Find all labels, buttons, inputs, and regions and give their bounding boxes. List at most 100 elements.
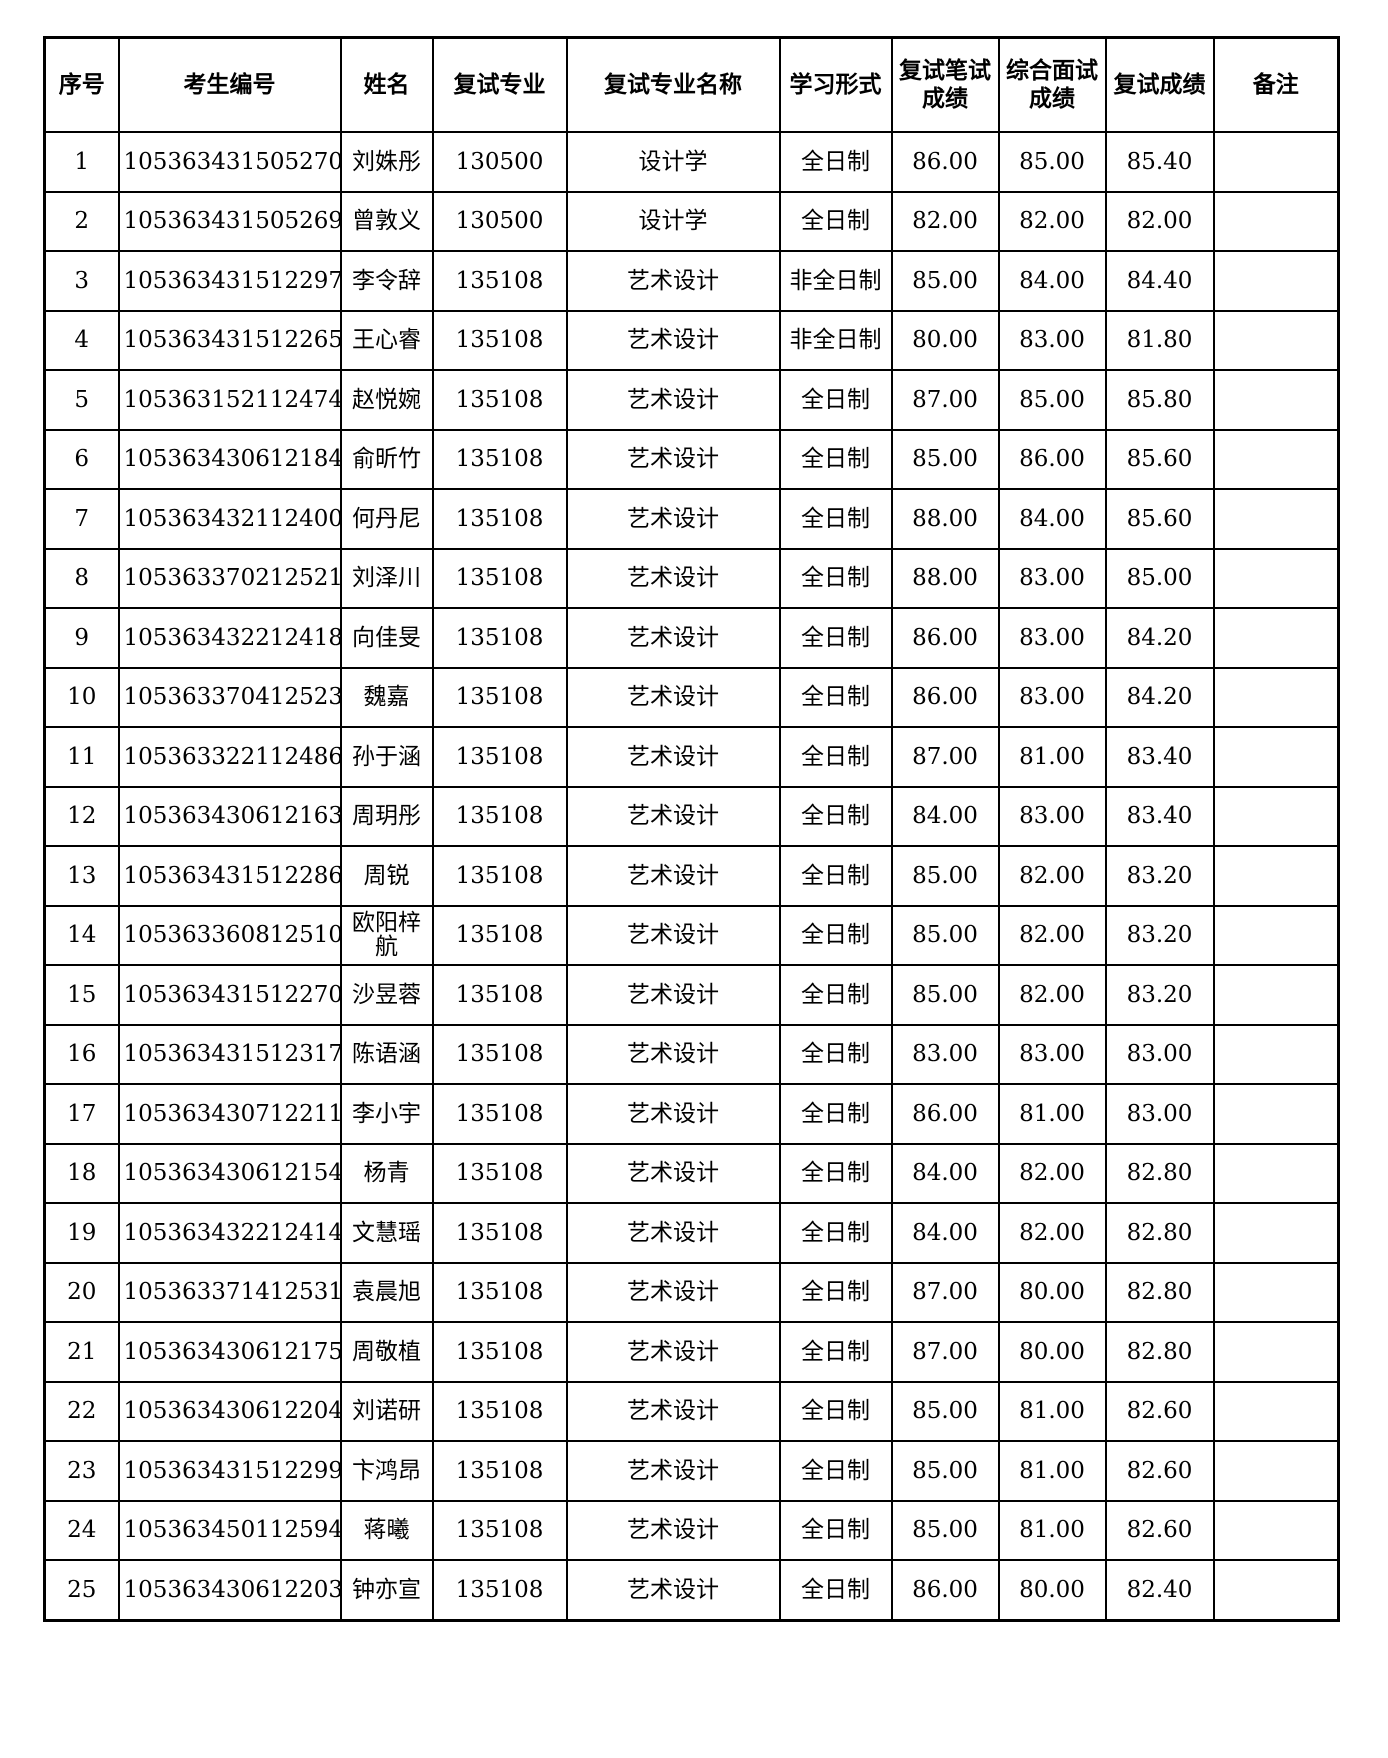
table-cell: 105363152112474 [117, 369, 342, 431]
table-cell: 全日制 [778, 1083, 893, 1145]
table-cell: 130500 [431, 190, 568, 252]
table-cell: 135108 [431, 488, 568, 550]
table-cell: 13 [43, 845, 120, 907]
table-cell: 刘泽川 [339, 547, 434, 609]
table-cell: 85.60 [1104, 428, 1215, 490]
table-cell: 82.40 [1104, 1559, 1215, 1621]
empty-cell [1212, 964, 1340, 1026]
table-cell: 82.00 [997, 904, 1107, 966]
header-cell: 考生编号 [117, 36, 342, 133]
table-cell: 87.00 [890, 726, 1000, 788]
table-row: 24 105363450112594 蒋曦 135108 艺术设计 全日制 85.00 81.… [43, 1499, 1340, 1561]
table-cell: 87.00 [890, 1261, 1000, 1323]
table-cell: 105363430612203 [117, 1559, 342, 1621]
table-cell: 21 [43, 1321, 120, 1383]
table-row: 11 105363322112486 孙于涵 135108 艺术设计 全日制 87.00 81… [43, 726, 1340, 788]
table-cell: 艺术设计 [565, 547, 781, 609]
table-cell: 105363431512286 [117, 845, 342, 907]
header-cell: 复试成绩 [1104, 36, 1215, 133]
table-cell: 82.00 [1104, 190, 1215, 252]
table-cell: 83.40 [1104, 785, 1215, 847]
table-cell: 105363430612154 [117, 1142, 342, 1204]
table-row: 22 105363430612204 刘诺研 135108 艺术设计 全日制 85.00 81… [43, 1380, 1340, 1442]
table-cell: 艺术设计 [565, 369, 781, 431]
table-cell: 82.00 [997, 190, 1107, 252]
table-cell: 袁晨旭 [339, 1261, 434, 1323]
table-cell: 87.00 [890, 369, 1000, 431]
table-cell: 105363370212521 [117, 547, 342, 609]
table-cell: 沙昱蓉 [339, 964, 434, 1026]
table-cell: 全日制 [778, 1142, 893, 1204]
table-cell: 83.00 [997, 1023, 1107, 1085]
table-cell: 83.00 [997, 607, 1107, 669]
empty-cell [1212, 1321, 1340, 1383]
table-cell: 2 [43, 190, 120, 252]
table-cell: 18 [43, 1142, 120, 1204]
table-cell: 135108 [431, 1142, 568, 1204]
table-cell: 80.00 [997, 1321, 1107, 1383]
table-cell: 135108 [431, 1380, 568, 1442]
table-cell: 83.20 [1104, 964, 1215, 1026]
table-row: 25 105363430612203 钟亦宣 135108 艺术设计 全日制 86.00 80… [43, 1559, 1340, 1621]
table-cell: 周玥彤 [339, 785, 434, 847]
table-cell: 85.00 [890, 964, 1000, 1026]
table-row: 23 105363431512299 卞鸿昂 135108 艺术设计 全日制 85.00 81… [43, 1440, 1340, 1502]
table-cell: 85.40 [1104, 131, 1215, 193]
header-cell: 姓名 [339, 36, 434, 133]
table-cell: 全日制 [778, 1023, 893, 1085]
table-row: 6 105363430612184 俞昕竹 135108 艺术设计 全日制 85.00 86.… [43, 428, 1340, 490]
table-cell: 82.00 [997, 1202, 1107, 1264]
table-cell: 105363431512265 [117, 309, 342, 371]
table-row: 21 105363430612175 周敬植 135108 艺术设计 全日制 87.00 80… [43, 1321, 1340, 1383]
table-cell: 5 [43, 369, 120, 431]
table-cell: 16 [43, 1023, 120, 1085]
table-cell: 82.00 [997, 1142, 1107, 1204]
table-row: 7 105363432112400 何丹尼 135108 艺术设计 全日制 88.00 84.… [43, 488, 1340, 550]
table-cell: 85.00 [890, 1440, 1000, 1502]
empty-cell [1212, 488, 1340, 550]
table-cell: 135108 [431, 726, 568, 788]
table-cell: 艺术设计 [565, 904, 781, 966]
table-cell: 全日制 [778, 547, 893, 609]
table-cell: 130500 [431, 131, 568, 193]
table-cell: 85.00 [1104, 547, 1215, 609]
table-cell: 艺术设计 [565, 1083, 781, 1145]
table-cell: 135108 [431, 845, 568, 907]
table-cell: 82.80 [1104, 1321, 1215, 1383]
table-row: 3 105363431512297 李令辞 135108 艺术设计 非全日制 85.00 84… [43, 250, 1340, 312]
table-cell: 艺术设计 [565, 1202, 781, 1264]
table-cell: 李令辞 [339, 250, 434, 312]
table-row: 4 105363431512265 王心睿 135108 艺术设计 非全日制 80.00 83… [43, 309, 1340, 371]
empty-cell [1212, 726, 1340, 788]
table-cell: 24 [43, 1499, 120, 1561]
table-cell: 刘诺研 [339, 1380, 434, 1442]
table-cell: 105363450112594 [117, 1499, 342, 1561]
table-cell: 105363431512297 [117, 250, 342, 312]
table-cell: 105363431505269 [117, 190, 342, 252]
table-row: 9 105363432212418 向佳旻 135108 艺术设计 全日制 86.00 83.… [43, 607, 1340, 669]
table-cell: 105363430612204 [117, 1380, 342, 1442]
table-cell: 83.00 [997, 785, 1107, 847]
header-row: 序号 考生编号 姓名 复试专业 复试专业名称 学习形式 复试笔试成绩 综合面试成绩 复试成绩 备注 [43, 36, 1340, 133]
empty-cell [1212, 1142, 1340, 1204]
table-cell: 135108 [431, 1321, 568, 1383]
table-cell: 卞鸿昂 [339, 1440, 434, 1502]
header-cell: 序号 [43, 36, 120, 133]
table-cell: 82.80 [1104, 1202, 1215, 1264]
table-cell: 艺术设计 [565, 666, 781, 728]
table-cell: 14 [43, 904, 120, 966]
empty-cell [1212, 666, 1340, 728]
table-cell: 4 [43, 309, 120, 371]
table-row: 5 105363152112474 赵悦婉 135108 艺术设计 全日制 87.00 85.… [43, 369, 1340, 431]
table-cell: 欧阳梓航 [339, 904, 434, 966]
table-cell: 80.00 [997, 1261, 1107, 1323]
table-cell: 83.00 [997, 309, 1107, 371]
table-cell: 钟亦宣 [339, 1559, 434, 1621]
table-body: 1 105363431505270 刘姝彤 130500 设计学 全日制 86.00 85.0… [43, 131, 1340, 1621]
table-cell: 85.00 [890, 428, 1000, 490]
empty-cell [1212, 1440, 1340, 1502]
table-cell: 全日制 [778, 1261, 893, 1323]
table-cell: 84.00 [890, 1142, 1000, 1204]
table-cell: 82.60 [1104, 1440, 1215, 1502]
table-cell: 全日制 [778, 785, 893, 847]
